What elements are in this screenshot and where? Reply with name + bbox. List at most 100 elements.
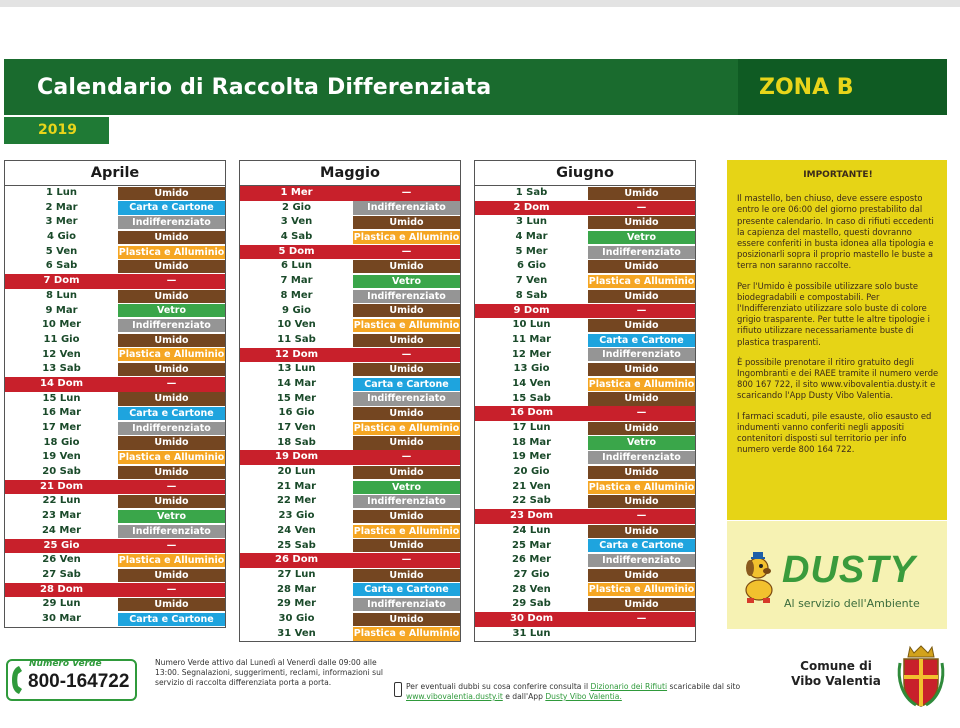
collection-type: Vetro — [118, 509, 225, 524]
day-row: 12 Ven Plastica e Alluminio — [5, 348, 225, 363]
day-row: 27 Gio Umido — [475, 568, 695, 583]
collection-type: Indifferenziato — [588, 451, 695, 465]
day-row: 6 Lun Umido — [240, 259, 460, 274]
collection-type: — — [588, 303, 695, 319]
day-label: 24 Lun — [512, 524, 551, 536]
collection-type: Umido — [588, 524, 695, 538]
day-label: 9 Gio — [282, 304, 311, 316]
day-row: 20 Gio Umido — [475, 465, 695, 480]
collection-type: Umido — [588, 260, 695, 274]
day-row: 21 Ven Plastica e Alluminio — [475, 480, 695, 495]
day-row: 12 Mer Indifferenziato — [475, 348, 695, 363]
day-label: 27 Sab — [42, 568, 81, 580]
collection-type: Umido — [118, 363, 225, 377]
city-crest-icon — [897, 645, 945, 707]
day-label: 21 Mar — [276, 480, 317, 492]
collection-type: Indifferenziato — [118, 216, 225, 230]
numero-verde-number: 800-164722 — [28, 671, 130, 692]
day-label: 17 Mer — [41, 422, 82, 433]
important-notice: IMPORTANTE! Il mastello, ben chiuso, dev… — [727, 160, 947, 520]
collection-type: Umido — [588, 421, 695, 435]
app-link[interactable]: Dusty Vibo Valentia. — [545, 692, 622, 701]
day-row: 29 Sab Umido — [475, 597, 695, 612]
day-row: 9 Gio Umido — [240, 304, 460, 319]
dictionary-link[interactable]: Dizionario dei Rifiuti — [590, 682, 668, 691]
day-row: 2 Dom — — [475, 200, 695, 216]
day-row: 25 Gio — — [5, 538, 225, 554]
collection-type: Indifferenziato — [588, 245, 695, 259]
comune-line: Comune di — [800, 659, 872, 673]
collection-type: Vetro — [588, 230, 695, 244]
collection-type: Umido — [588, 392, 695, 406]
day-label: 12 Mer — [511, 348, 552, 360]
day-label: 29 Sab — [512, 598, 551, 610]
day-label: 30 Mar — [41, 612, 82, 624]
collection-type: Indifferenziato — [353, 201, 460, 215]
day-row: 5 Ven Plastica e Alluminio — [5, 245, 225, 260]
day-label: 8 Mer — [280, 289, 313, 301]
dusty-tagline: Al servizio dell'Ambiente — [784, 597, 920, 610]
day-label: 3 Ven — [280, 216, 313, 228]
day-label: 31 Lun — [512, 627, 551, 639]
day-row: 10 Mer Indifferenziato — [5, 318, 225, 333]
day-row: 15 Lun Umido — [5, 392, 225, 407]
day-label: 24 Mer — [41, 524, 82, 536]
month-table-giugno: Giugno 1 Sab Umido 2 Dom —3 Lun Umido 4 Mar Ve… — [474, 160, 696, 643]
collection-type: Umido — [353, 407, 460, 421]
day-label: 19 Dom — [240, 450, 353, 466]
dictionary-text: Per eventuali dubbi su cosa conferire co… — [406, 682, 591, 691]
day-label: 12 Dom — [240, 347, 353, 363]
day-label: 26 Mer — [511, 554, 552, 566]
page-title: Calendario di Raccolta Differenziata — [37, 75, 492, 100]
collection-type: Umido — [118, 568, 225, 582]
collection-type: — — [588, 200, 695, 216]
day-label: 20 Sab — [42, 466, 81, 478]
day-row: 31 Ven Plastica e Alluminio — [240, 627, 460, 642]
collection-type: Plastica e Alluminio — [353, 421, 460, 435]
day-row: 21 Mar Vetro — [240, 480, 460, 495]
collection-type: — — [118, 376, 225, 392]
day-label: 20 Lun — [277, 466, 316, 478]
day-row: 2 Mar Carta e Cartone — [5, 201, 225, 216]
collection-type: Umido — [353, 260, 460, 274]
collection-type: Umido — [588, 465, 695, 479]
notice-paragraph: Il mastello, ben chiuso, deve essere esp… — [737, 193, 934, 271]
day-row: 26 Mer Indifferenziato — [475, 553, 695, 568]
collection-type: Vetro — [353, 274, 460, 289]
collection-type: Indifferenziato — [588, 553, 695, 568]
collection-type: Umido — [353, 509, 460, 524]
day-row: 22 Lun Umido — [5, 494, 225, 509]
day-row: 19 Ven Plastica e Alluminio — [5, 450, 225, 465]
month-title: Maggio — [240, 161, 460, 186]
day-label: 25 Sab — [277, 539, 316, 551]
collection-type: Vetro — [588, 436, 695, 450]
collection-type: Carta e Cartone — [353, 583, 460, 597]
day-row: 14 Mar Carta e Cartone — [240, 377, 460, 392]
collection-type: Umido — [588, 289, 695, 303]
month-rows: 1 Mer —2 Gio Indifferenziato 3 Ven Umido 4 Sa… — [240, 186, 460, 641]
collection-type: — — [588, 509, 695, 524]
day-row: 3 Lun Umido — [475, 215, 695, 230]
collection-type: Umido — [588, 318, 695, 333]
day-row: 24 Mer Indifferenziato — [5, 524, 225, 539]
day-label: 31 Ven — [277, 627, 316, 639]
day-label: 18 Mar — [511, 436, 552, 448]
collection-type: — — [588, 611, 695, 627]
collection-type: Umido — [353, 363, 460, 377]
site-link[interactable]: www.vibovalentia.dusty.it — [406, 692, 503, 701]
day-row: 28 Mar Carta e Cartone — [240, 583, 460, 598]
day-label: 4 Gio — [47, 231, 76, 243]
top-strip — [0, 0, 960, 7]
day-label: 14 Dom — [5, 376, 118, 392]
month-title: Aprile — [5, 161, 225, 186]
day-row: 9 Mar Vetro — [5, 304, 225, 319]
day-label: 18 Sab — [277, 436, 316, 448]
day-label: 13 Lun — [277, 363, 316, 375]
collection-type: Carta e Cartone — [588, 539, 695, 553]
collection-type: Umido — [118, 495, 225, 509]
day-label: 13 Sab — [42, 363, 81, 375]
collection-type: — — [118, 274, 225, 289]
day-row: 30 Mar Carta e Cartone — [5, 612, 225, 627]
month-rows: 1 Sab Umido 2 Dom —3 Lun Umido 4 Mar Vetro 5 Me… — [475, 186, 695, 641]
day-row: 1 Sab Umido — [475, 186, 695, 201]
